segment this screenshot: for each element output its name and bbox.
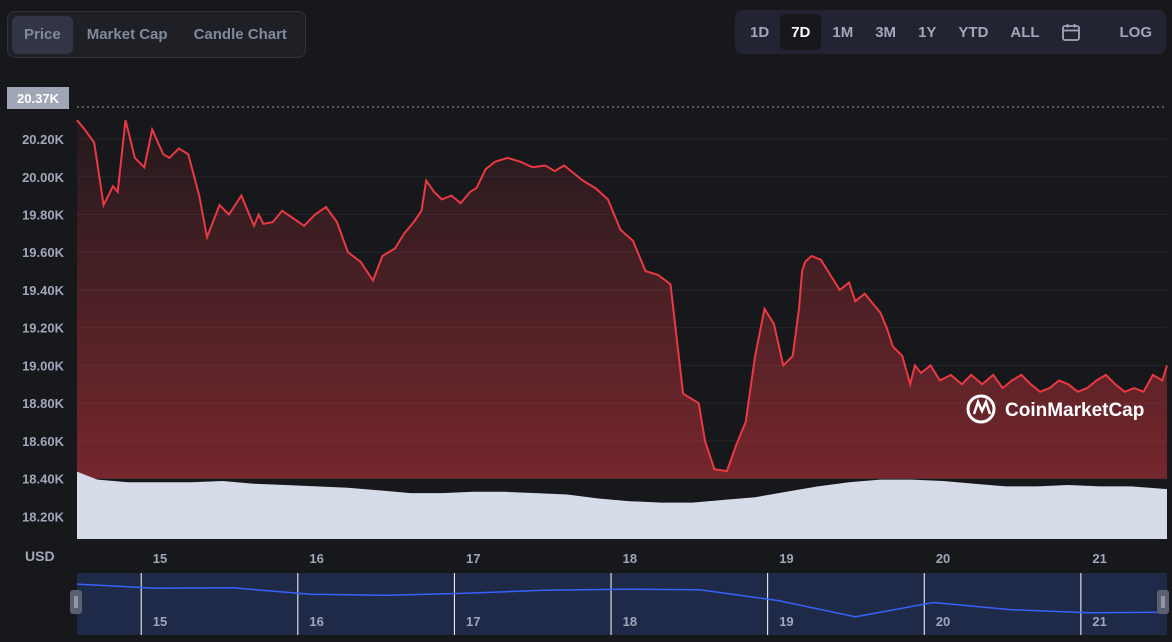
- navigator-background: [77, 573, 1167, 635]
- watermark-text: CoinMarketCap: [1005, 400, 1144, 421]
- tab-market-cap[interactable]: Market Cap: [86, 26, 168, 43]
- y-tick-label: 18.40K: [22, 472, 65, 487]
- x-tick-label: 19: [779, 551, 793, 566]
- price-area: [77, 120, 1167, 479]
- tab-price[interactable]: Price: [12, 15, 73, 54]
- chart-type-tabs: Price Market Cap Candle Chart: [7, 11, 306, 58]
- y-tick-label: 19.00K: [22, 358, 65, 373]
- x-tick-label: 20: [936, 551, 950, 566]
- y-tick-label: 20.00K: [22, 170, 65, 185]
- navigator-tick-label: 19: [779, 614, 793, 629]
- currency-label: USD: [25, 548, 55, 564]
- time-range-selector: 1D 7D 1M 3M 1Y YTD ALL LOG: [735, 10, 1166, 54]
- range-all-button[interactable]: ALL: [1010, 23, 1040, 41]
- navigator-ticks: 15 16 17 18 19 20 21: [140, 573, 1107, 635]
- y-tick-label: 18.60K: [22, 434, 65, 449]
- y-tick-label: 20.20K: [22, 132, 65, 147]
- range-ytd-button[interactable]: YTD: [958, 23, 989, 41]
- x-tick-label: 21: [1092, 551, 1106, 566]
- navigator-left-handle[interactable]: [70, 590, 82, 614]
- y-tick-label: 19.20K: [22, 321, 65, 336]
- x-tick-label: 17: [466, 551, 480, 566]
- y-tick-label: 18.20K: [22, 509, 65, 524]
- navigator-tick-label: 17: [466, 614, 480, 629]
- navigator[interactable]: 15 16 17 18 19 20 21: [70, 573, 1169, 635]
- volume-area: [77, 471, 1167, 539]
- coinmarketcap-logo-icon: [966, 394, 996, 424]
- log-scale-toggle[interactable]: LOG: [1119, 23, 1153, 41]
- price-line: [76, 119, 1168, 473]
- x-axis: 15 16 17 18 19 20 21: [153, 551, 1107, 566]
- x-tick-label: 16: [309, 551, 323, 566]
- current-price-label: 20.37K: [17, 91, 60, 106]
- navigator-tick-label: 16: [309, 614, 323, 629]
- watermark: CoinMarketCap: [966, 394, 1144, 424]
- current-price-badge: 20.37K: [7, 87, 69, 109]
- range-7d-button[interactable]: 7D: [780, 14, 822, 50]
- navigator-tick-label: 21: [1092, 614, 1106, 629]
- tab-candle-chart[interactable]: Candle Chart: [193, 26, 287, 43]
- navigator-right-handle[interactable]: [1157, 590, 1169, 614]
- navigator-tick-label: 18: [623, 614, 637, 629]
- y-tick-label: 19.40K: [22, 283, 65, 298]
- navigator-tick-label: 20: [936, 614, 950, 629]
- navigator-tick-label: 15: [153, 614, 167, 629]
- navigator-line: [76, 583, 1168, 618]
- calendar-icon[interactable]: [1051, 14, 1091, 50]
- range-1d-button[interactable]: 1D: [750, 23, 770, 41]
- y-tick-label: 18.80K: [22, 396, 65, 411]
- y-axis: 20.20K 20.00K 19.80K 19.60K 19.40K 19.20K 19.0…: [22, 132, 65, 524]
- range-1y-button[interactable]: 1Y: [918, 23, 937, 41]
- y-tick-label: 19.60K: [22, 245, 65, 260]
- x-tick-label: 18: [623, 551, 637, 566]
- range-3m-button[interactable]: 3M: [875, 23, 897, 41]
- y-tick-label: 19.80K: [22, 208, 65, 223]
- range-1m-button[interactable]: 1M: [832, 23, 854, 41]
- x-tick-label: 15: [153, 551, 167, 566]
